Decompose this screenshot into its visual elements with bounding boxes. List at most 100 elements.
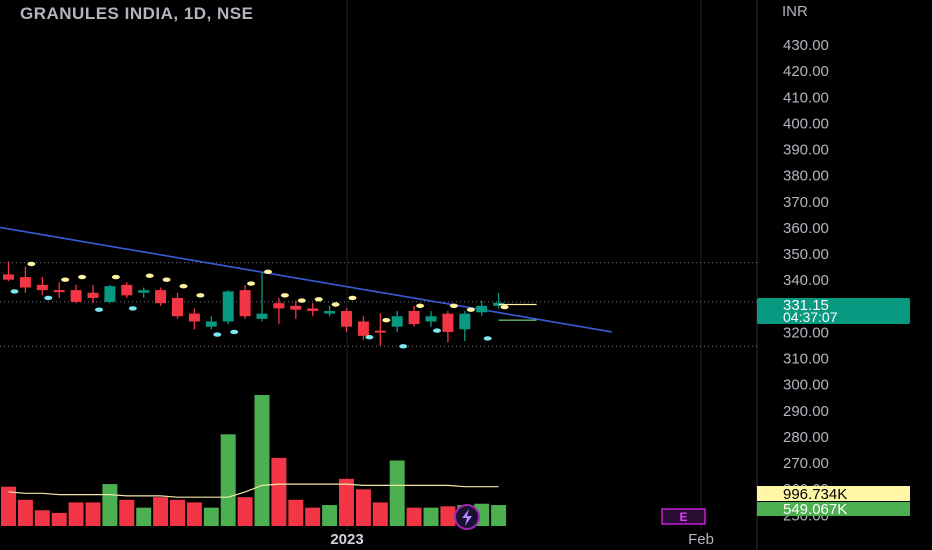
candle	[121, 282, 133, 298]
indicator-marker	[10, 289, 19, 294]
candle	[138, 287, 150, 298]
candle-body	[290, 305, 302, 310]
candle-body	[341, 311, 352, 327]
candle-body	[357, 321, 369, 336]
grid	[346, 0, 758, 550]
horizontal-levels	[0, 262, 757, 347]
volume-bar	[339, 478, 354, 526]
candle-body	[239, 290, 251, 317]
volume-bar	[322, 505, 338, 526]
indicator-marker	[280, 293, 289, 298]
price-tick-label: 430.00	[783, 37, 829, 54]
candle	[172, 292, 183, 319]
candle	[19, 266, 31, 293]
indicator-marker	[500, 304, 509, 310]
symbol-title[interactable]: GRANULES INDIA, 1D, NSE	[20, 4, 254, 23]
candle	[459, 311, 471, 342]
price-tick-label: 420.00	[783, 63, 829, 80]
volume-bar	[153, 497, 169, 526]
candle-body	[476, 305, 488, 313]
candle	[374, 313, 386, 347]
volume-bar	[102, 484, 118, 526]
indicator-marker	[483, 336, 492, 341]
volume-bar	[355, 489, 371, 526]
earnings-marker[interactable]: E	[661, 508, 706, 525]
time-axis[interactable]: 2023 Feb	[330, 531, 714, 548]
price-axis[interactable]: 250.00260.00270.00280.00290.00300.00310.…	[783, 37, 829, 524]
volume-bar	[288, 499, 304, 526]
price-tick-label: 290.00	[783, 403, 829, 420]
indicator-marker	[111, 274, 120, 280]
price-tick-label: 400.00	[783, 115, 829, 132]
price-tick-label: 280.00	[783, 429, 829, 446]
volume-bar	[17, 499, 33, 526]
volume-badge-value: 549.067K	[783, 501, 847, 518]
candle-body	[87, 292, 99, 298]
volume-bar	[423, 507, 439, 526]
candle-body	[172, 297, 183, 317]
volume-ma-badge-value: 996.734K	[783, 486, 847, 503]
volume-bar	[406, 507, 422, 526]
indicator-marker	[61, 277, 70, 282]
trendline[interactable]	[0, 226, 612, 333]
price-badge-bg	[757, 298, 910, 324]
candle	[87, 284, 99, 304]
time-label-year: 2023	[330, 531, 363, 548]
candle-body	[307, 308, 319, 312]
candle-body	[256, 313, 268, 319]
candle	[36, 277, 48, 296]
indicator-marker	[399, 344, 408, 349]
candle-body	[36, 284, 48, 291]
indicator-marker	[365, 334, 374, 340]
candle-body	[138, 290, 150, 293]
candle-body	[273, 303, 285, 309]
trendline-line	[0, 226, 612, 333]
indicator-marker	[416, 303, 425, 308]
earnings-marker-label: E	[679, 510, 687, 524]
candle-body	[3, 274, 14, 280]
volume-bar	[203, 507, 219, 526]
indicator-marker	[95, 307, 103, 312]
price-tick-label: 390.00	[783, 142, 829, 159]
indicator-marker	[162, 277, 171, 282]
volume-badge: 549.067K	[757, 501, 910, 518]
lightning-icon[interactable]	[454, 504, 480, 530]
indicator-marker	[466, 307, 475, 312]
candle	[324, 305, 336, 317]
indicator-marker	[348, 295, 357, 301]
price-tick-label: 340.00	[783, 272, 829, 289]
candle	[425, 311, 437, 327]
currency-label: INR	[782, 3, 808, 20]
candle	[104, 284, 116, 304]
candle	[188, 308, 200, 330]
price-tick-label: 410.00	[783, 89, 829, 106]
candle	[442, 311, 454, 343]
volume-pane	[1, 395, 507, 526]
candle-body	[459, 313, 471, 330]
candle	[53, 282, 65, 298]
candle	[391, 311, 403, 332]
volume-bar	[68, 502, 84, 526]
volume-bar	[372, 502, 388, 526]
volume-bar	[170, 499, 185, 526]
volume-bar	[254, 395, 270, 526]
volume-ma-badge-bg	[757, 486, 910, 501]
price-tick-label: 300.00	[783, 377, 829, 394]
indicator-marker	[213, 332, 222, 337]
volume-ma-badge: 996.734K	[757, 486, 910, 503]
indicator-marker	[449, 303, 458, 308]
volume-bar	[186, 502, 202, 526]
indicator-marker	[433, 328, 441, 333]
price-tick-label: 270.00	[783, 455, 829, 472]
volume-bar	[1, 486, 16, 526]
candle-body	[324, 311, 336, 314]
candle	[256, 271, 268, 322]
candle-body	[374, 330, 386, 333]
candle-body	[205, 321, 217, 327]
indicator-marker	[331, 302, 340, 307]
indicator-marker	[230, 329, 239, 335]
candle	[476, 300, 488, 317]
volume-ma-line	[8, 483, 499, 498]
volume-bar	[389, 460, 405, 526]
